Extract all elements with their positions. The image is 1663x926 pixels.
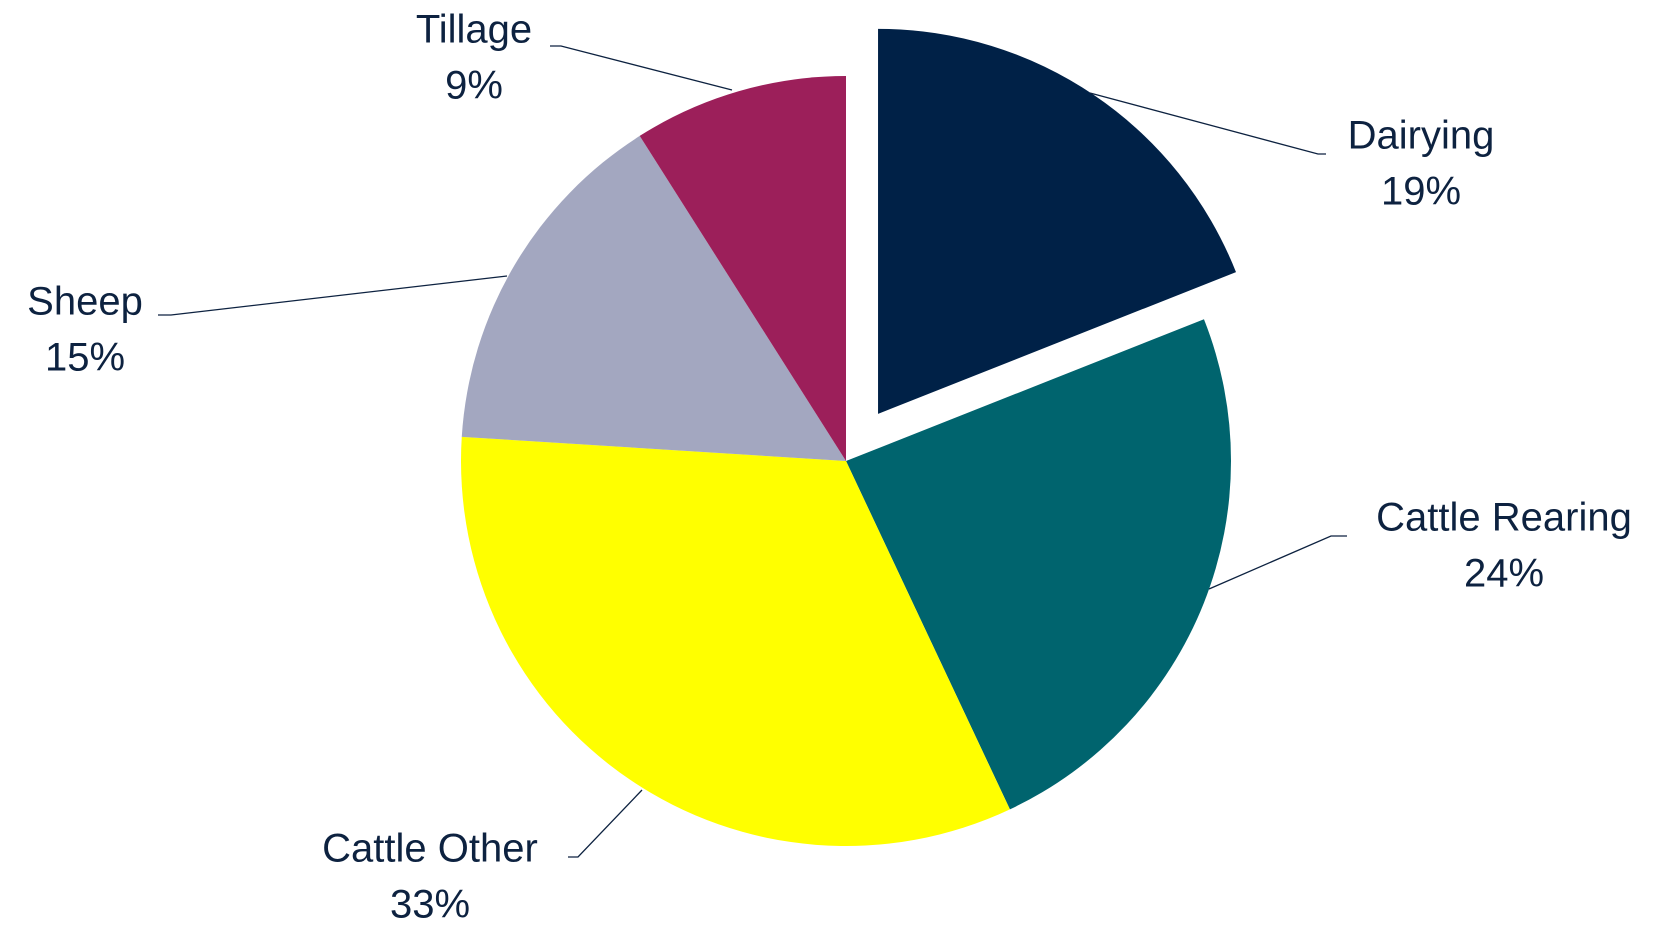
leader-line: [158, 275, 508, 316]
leader-line: [550, 45, 733, 91]
pie-slice: [846, 319, 1231, 810]
slice-value-label: 24%: [1464, 552, 1544, 596]
pie-slice: [460, 436, 1010, 846]
slice-label: Cattle Other: [322, 827, 538, 871]
pie-slice: [461, 135, 846, 461]
slice-label: Sheep: [27, 280, 143, 324]
slice-label: Dairying: [1348, 114, 1495, 158]
slice-value-label: 9%: [445, 64, 503, 108]
leader-line: [568, 789, 643, 858]
slice-value-label: 15%: [45, 336, 125, 380]
slice-label: Tillage: [416, 8, 532, 52]
leader-line: [1208, 535, 1347, 590]
slice-label: Cattle Rearing: [1376, 496, 1632, 540]
pie-slice: [639, 76, 846, 461]
slice-value-label: 33%: [390, 883, 470, 926]
pie-slice: [878, 28, 1237, 414]
leader-line: [1089, 92, 1326, 155]
slice-value-label: 19%: [1381, 170, 1461, 214]
